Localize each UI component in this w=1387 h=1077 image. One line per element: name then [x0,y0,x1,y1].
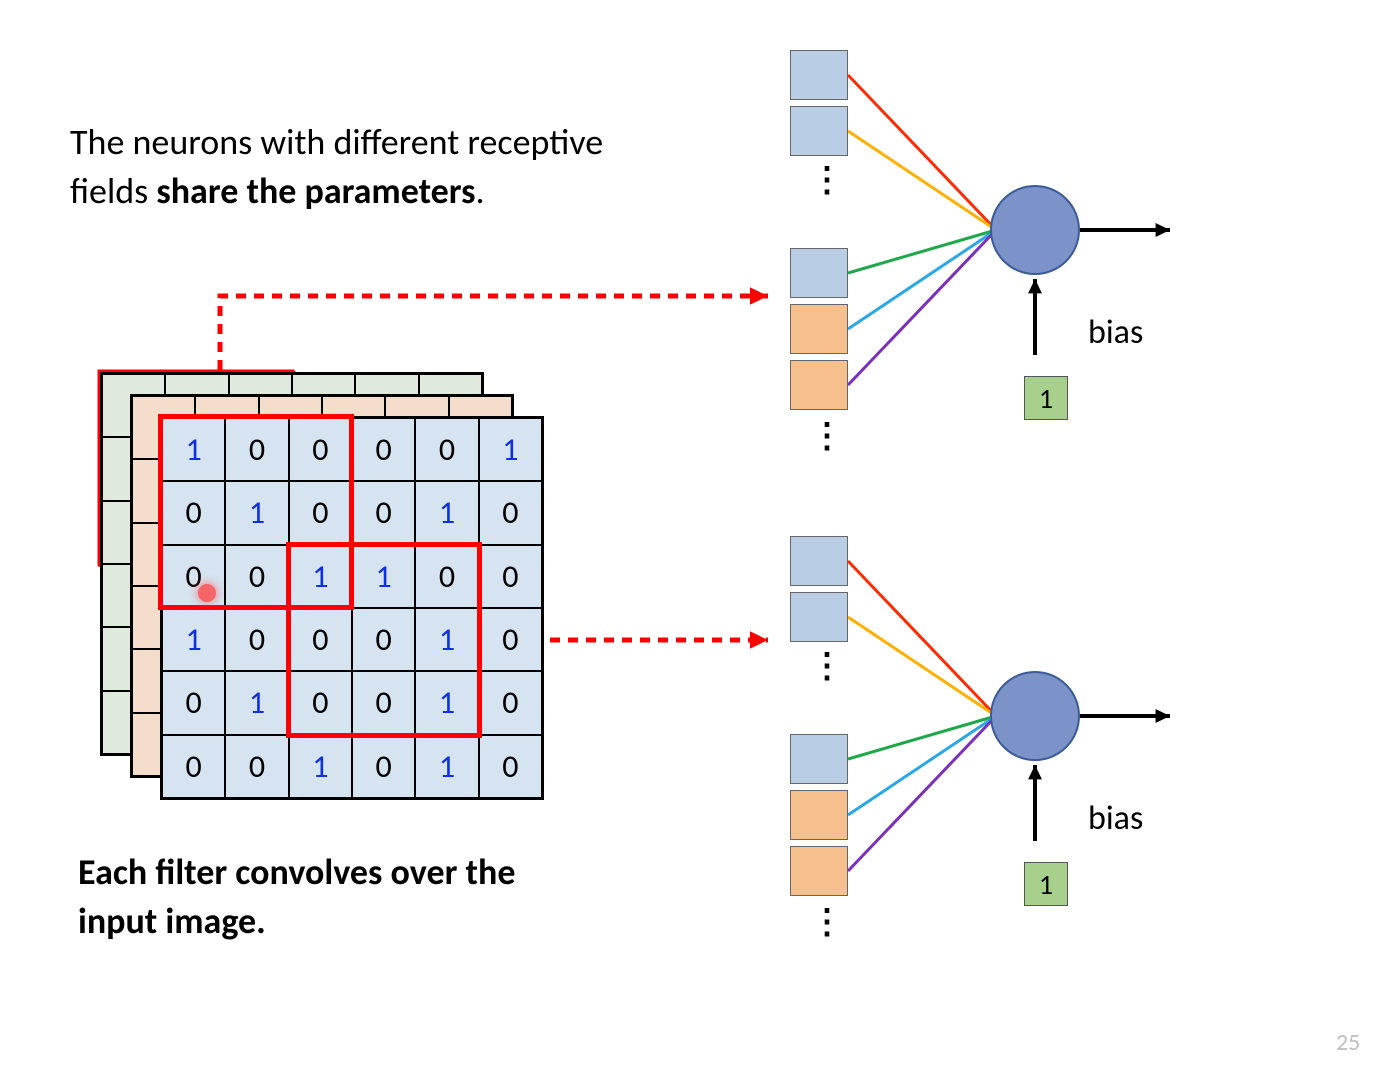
matrix-cell: 0 [162,481,225,544]
ellipsis-vertical-icon: ⋮ [810,646,846,687]
matrix-cell: 0 [289,608,352,671]
ellipsis-vertical-icon: ⋮ [810,416,846,457]
input-feature-box [790,360,848,410]
input-feature-box [790,846,848,896]
matrix-cell: 1 [415,735,478,798]
matrix-cell: 0 [479,545,542,608]
matrix-cell: 0 [352,735,415,798]
activation-neuron [990,671,1080,761]
matrix-cell: 0 [162,671,225,734]
input-feature-box [790,734,848,784]
top-line1: The neurons with different receptive [70,120,603,164]
matrix-cell: 0 [162,545,225,608]
matrix-cell: 0 [415,545,478,608]
matrix-cell: 1 [415,608,478,671]
matrix-cell: 0 [479,735,542,798]
activation-neuron [990,185,1080,275]
matrix-cell: 1 [225,671,288,734]
input-feature-box [790,106,848,156]
matrix-cell: 0 [289,481,352,544]
top-text: The neurons with different receptive fie… [70,118,603,215]
matrix-cell: 0 [352,481,415,544]
bottom-line1: Each filter convolves over the [78,850,515,894]
matrix-cell: 0 [479,671,542,734]
matrix-cell: 1 [162,418,225,481]
matrix-cell: 0 [289,418,352,481]
bias-box: 1 [1024,862,1068,906]
bottom-text: Each filter convolves over the input ima… [78,848,515,945]
ellipsis-vertical-icon: ⋮ [810,902,846,943]
matrix-cell: 0 [352,418,415,481]
matrix-cell: 0 [289,671,352,734]
matrix-cell: 0 [352,671,415,734]
laser-pointer-dot [198,584,216,602]
top-line2c: . [475,169,484,213]
input-feature-box [790,790,848,840]
input-feature-box [790,592,848,642]
matrix-cell: 0 [225,545,288,608]
input-feature-box [790,50,848,100]
matrix-cell: 1 [415,481,478,544]
matrix-cell: 0 [225,608,288,671]
matrix-cell: 0 [415,418,478,481]
page-number: 25 [1336,1028,1360,1057]
matrix-cell: 0 [479,608,542,671]
matrix-cell: 0 [225,418,288,481]
matrix-cell: 0 [162,735,225,798]
top-line2a: fields [70,169,156,213]
input-feature-box [790,536,848,586]
bottom-line2: input image. [78,899,266,943]
matrix-cell: 1 [415,671,478,734]
matrix-front-layer: 100001010010001100100010010010001010 [160,416,544,800]
page-number-value: 25 [1336,1028,1360,1057]
matrix-cell: 1 [479,418,542,481]
matrix-cell: 1 [162,608,225,671]
bias-label: bias [1088,796,1143,842]
matrix-cell: 1 [225,481,288,544]
ellipsis-vertical-icon: ⋮ [810,160,846,201]
bias-label: bias [1088,310,1143,356]
top-line2b: share the parameters [156,169,475,213]
input-feature-box [790,304,848,354]
bias-box: 1 [1024,376,1068,420]
input-feature-box [790,248,848,298]
matrix-cell: 1 [352,545,415,608]
matrix-cell: 0 [352,608,415,671]
matrix-cell: 0 [225,735,288,798]
matrix-cell: 0 [479,481,542,544]
matrix-cell: 1 [289,545,352,608]
matrix-cell: 1 [289,735,352,798]
